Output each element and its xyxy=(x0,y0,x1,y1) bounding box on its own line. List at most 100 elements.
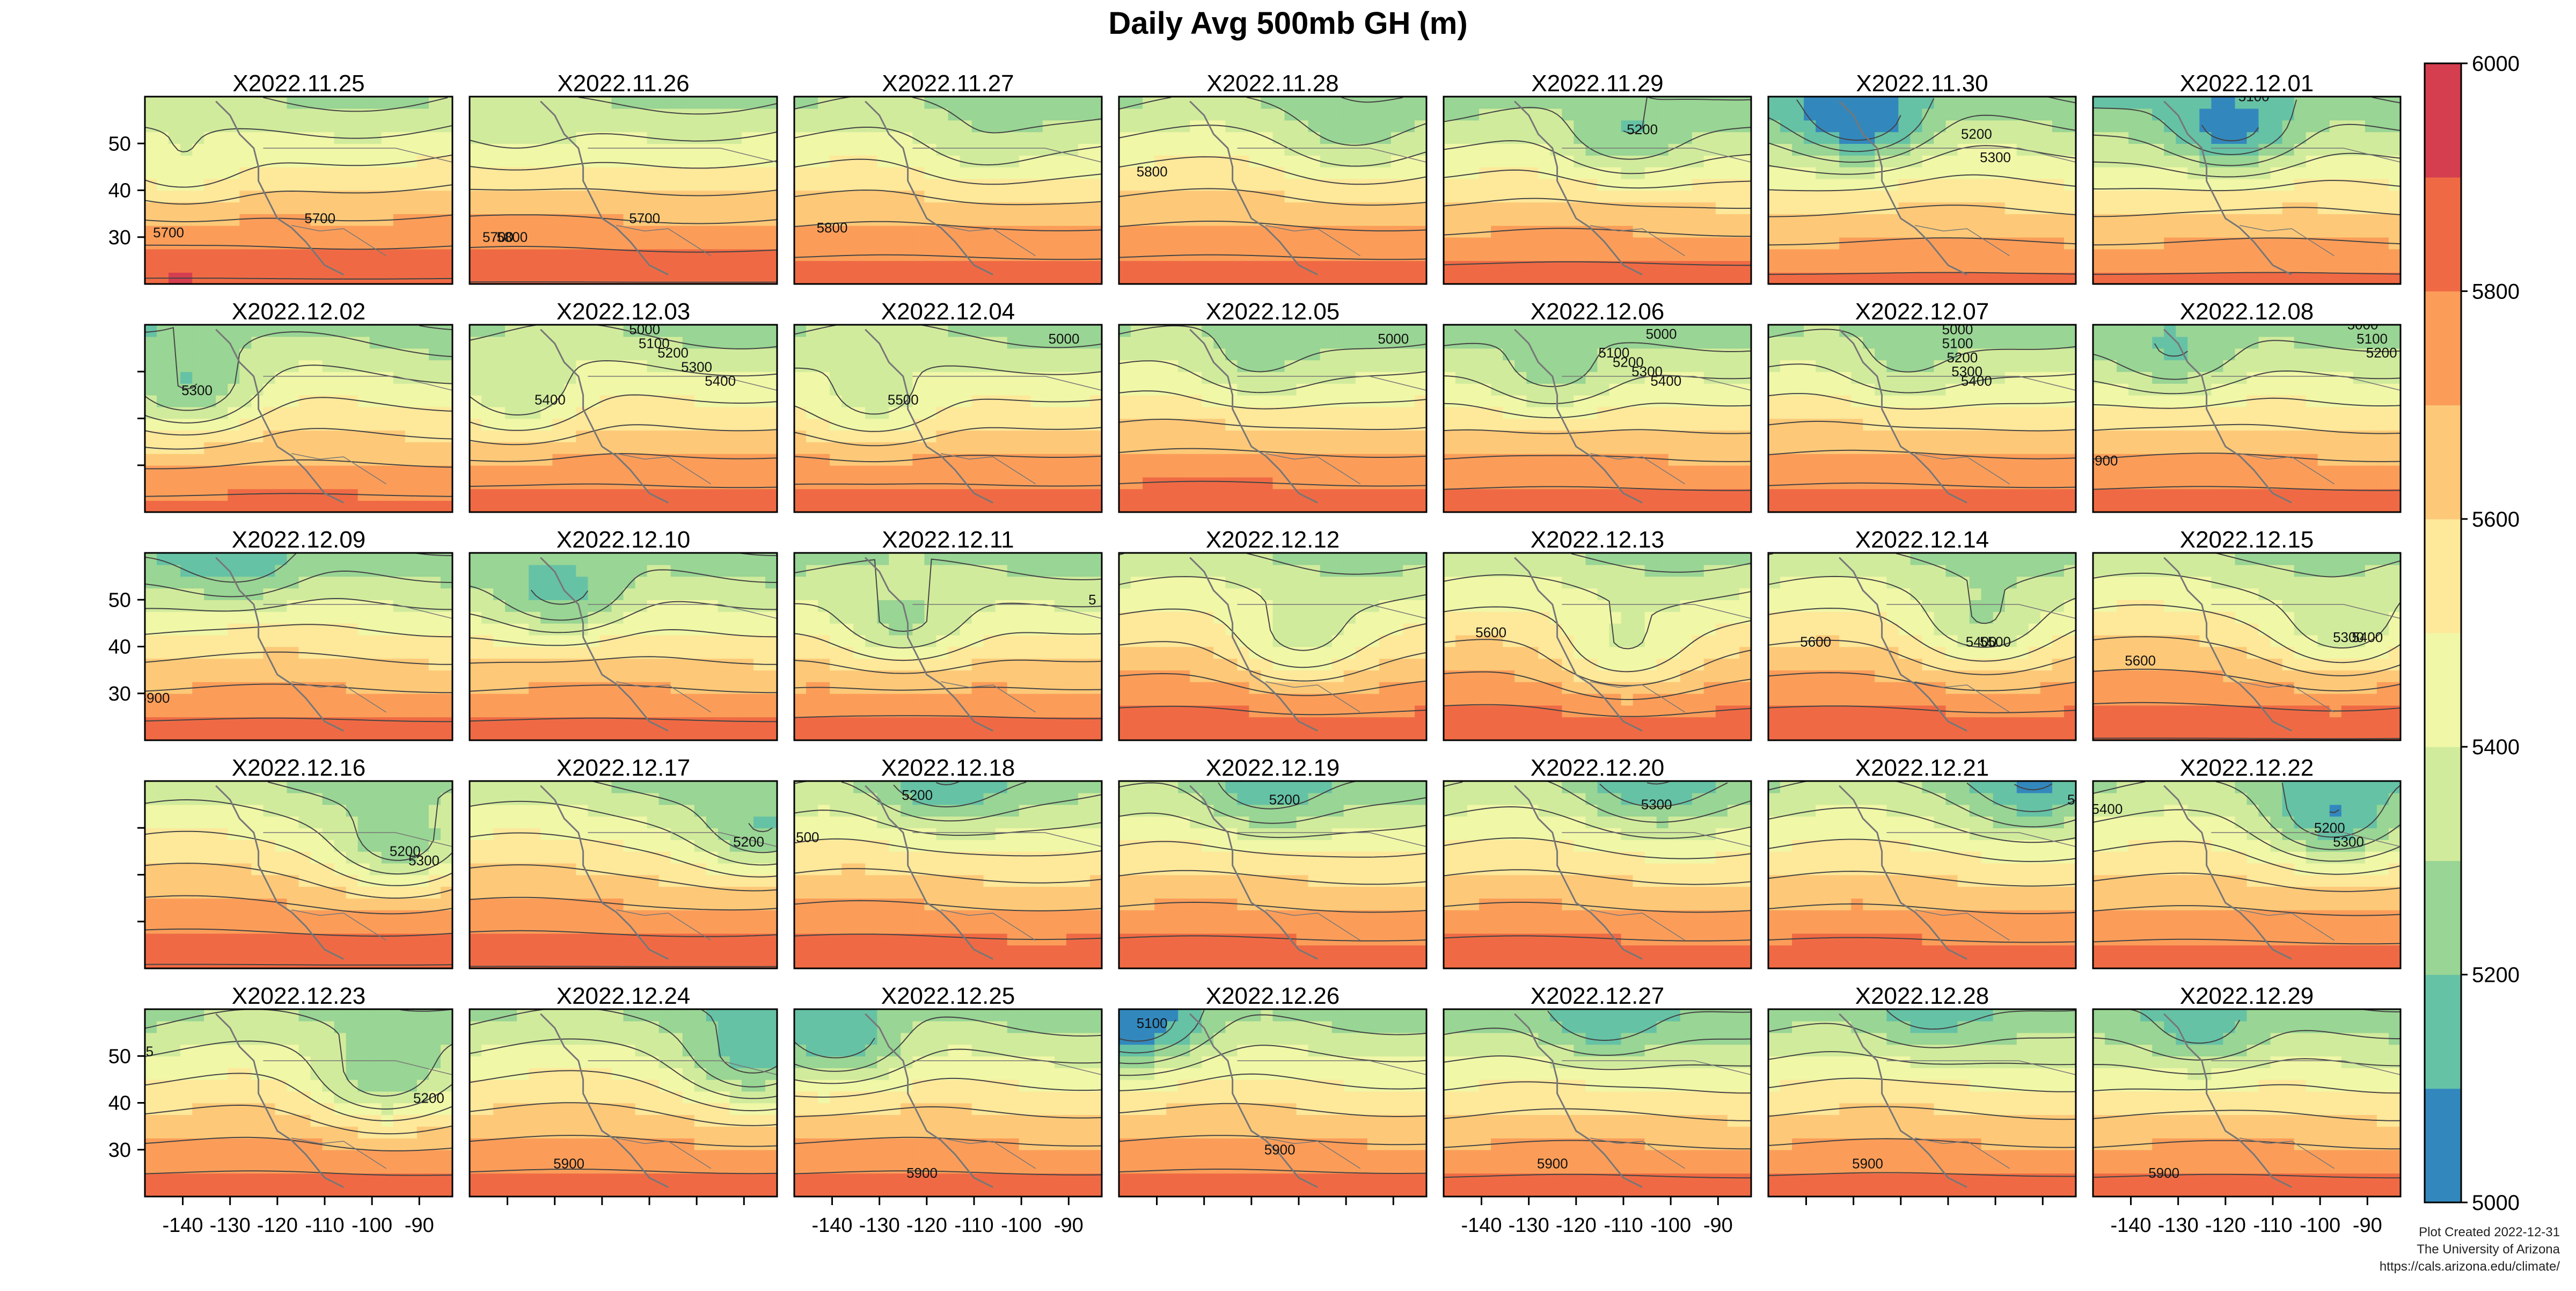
field-cell xyxy=(1444,108,1456,121)
field-cell xyxy=(1285,337,1297,349)
field-cell xyxy=(1716,179,1728,191)
field-cell xyxy=(441,108,453,121)
field-cell xyxy=(1598,214,1610,226)
field-cell xyxy=(706,442,719,454)
field-cell xyxy=(730,337,742,349)
field-cell xyxy=(1391,360,1403,372)
field-cell xyxy=(647,465,660,478)
field-cell xyxy=(806,500,818,513)
field-cell xyxy=(1055,348,1067,361)
field-cell xyxy=(1154,249,1167,261)
field-cell xyxy=(1403,143,1415,156)
field-cell xyxy=(169,325,181,337)
field-cell xyxy=(1190,348,1202,361)
field-cell xyxy=(1633,202,1645,214)
field-cell xyxy=(1455,430,1468,442)
field-cell xyxy=(948,120,961,133)
contour-label: 5700 xyxy=(629,210,660,227)
field-cell xyxy=(1131,500,1143,513)
field-cell xyxy=(901,477,913,490)
field-cell xyxy=(429,179,441,191)
field-cell xyxy=(718,155,730,167)
field-cell xyxy=(1780,260,1792,273)
field-cell xyxy=(612,477,624,490)
field-cell xyxy=(635,465,648,478)
field-cell xyxy=(251,143,264,156)
field-cell xyxy=(1415,477,1427,490)
field-cell xyxy=(393,337,406,349)
field-cell xyxy=(2259,260,2271,273)
field-cell xyxy=(2318,167,2330,179)
field-cell xyxy=(239,155,252,167)
field-cell xyxy=(1344,225,1356,238)
field-cell xyxy=(1538,179,1550,191)
field-cell xyxy=(588,225,600,238)
field-cell xyxy=(1055,430,1067,442)
field-cell xyxy=(1119,179,1131,191)
field-cell xyxy=(1586,442,1598,454)
field-cell xyxy=(901,488,913,501)
field-cell xyxy=(1379,465,1392,478)
field-cell xyxy=(1043,383,1055,396)
field-cell xyxy=(1981,108,1994,121)
field-cell xyxy=(1911,272,1923,285)
field-cell xyxy=(169,191,181,203)
field-cell xyxy=(1007,454,1020,466)
field-cell xyxy=(1285,325,1297,337)
field-cell xyxy=(718,500,730,513)
field-cell xyxy=(1514,167,1527,179)
field-cell xyxy=(441,260,453,273)
field-cell xyxy=(1403,348,1415,361)
field-cell xyxy=(1444,202,1456,214)
field-cell xyxy=(2353,120,2366,133)
field-cell xyxy=(1704,97,1716,109)
field-cell xyxy=(1031,488,1043,501)
field-cell xyxy=(996,167,1008,179)
field-cell xyxy=(1249,325,1261,337)
field-cell xyxy=(2005,132,2017,144)
field-cell xyxy=(936,191,949,203)
field-cell xyxy=(1297,120,1309,133)
field-cell xyxy=(1633,442,1645,454)
field-cell xyxy=(1249,237,1261,250)
field-cell xyxy=(204,214,216,226)
field-cell xyxy=(1055,272,1067,285)
field-cell xyxy=(659,191,671,203)
field-cell xyxy=(765,454,778,466)
field-cell xyxy=(841,260,854,273)
field-cell xyxy=(505,202,517,214)
field-cell xyxy=(251,454,264,466)
field-cell xyxy=(588,371,600,384)
field-cell xyxy=(1131,249,1143,261)
field-cell xyxy=(1078,465,1091,478)
field-cell xyxy=(1739,407,1752,419)
field-cell xyxy=(1728,430,1740,442)
field-cell xyxy=(1645,237,1657,250)
field-cell xyxy=(417,454,429,466)
field-cell xyxy=(1704,155,1716,167)
field-cell xyxy=(2005,191,2017,203)
field-cell xyxy=(683,407,695,419)
field-cell xyxy=(552,360,565,372)
field-cell xyxy=(1356,132,1368,144)
field-cell xyxy=(889,202,901,214)
field-cell xyxy=(1981,272,1994,285)
field-cell xyxy=(1379,371,1392,384)
field-cell xyxy=(1680,477,1693,490)
field-cell xyxy=(865,260,877,273)
field-cell xyxy=(1308,214,1321,226)
field-cell xyxy=(429,249,441,261)
field-cell xyxy=(358,202,370,214)
field-cell xyxy=(742,202,754,214)
field-cell xyxy=(683,442,695,454)
field-cell xyxy=(1249,167,1261,179)
field-cell xyxy=(1143,465,1155,478)
field-cell xyxy=(694,465,707,478)
field-cell xyxy=(924,237,936,250)
field-cell xyxy=(877,488,889,501)
field-cell xyxy=(912,442,925,454)
field-cell xyxy=(287,419,299,431)
field-cell xyxy=(370,97,382,109)
field-cell xyxy=(1356,395,1368,407)
field-cell xyxy=(1202,97,1214,109)
